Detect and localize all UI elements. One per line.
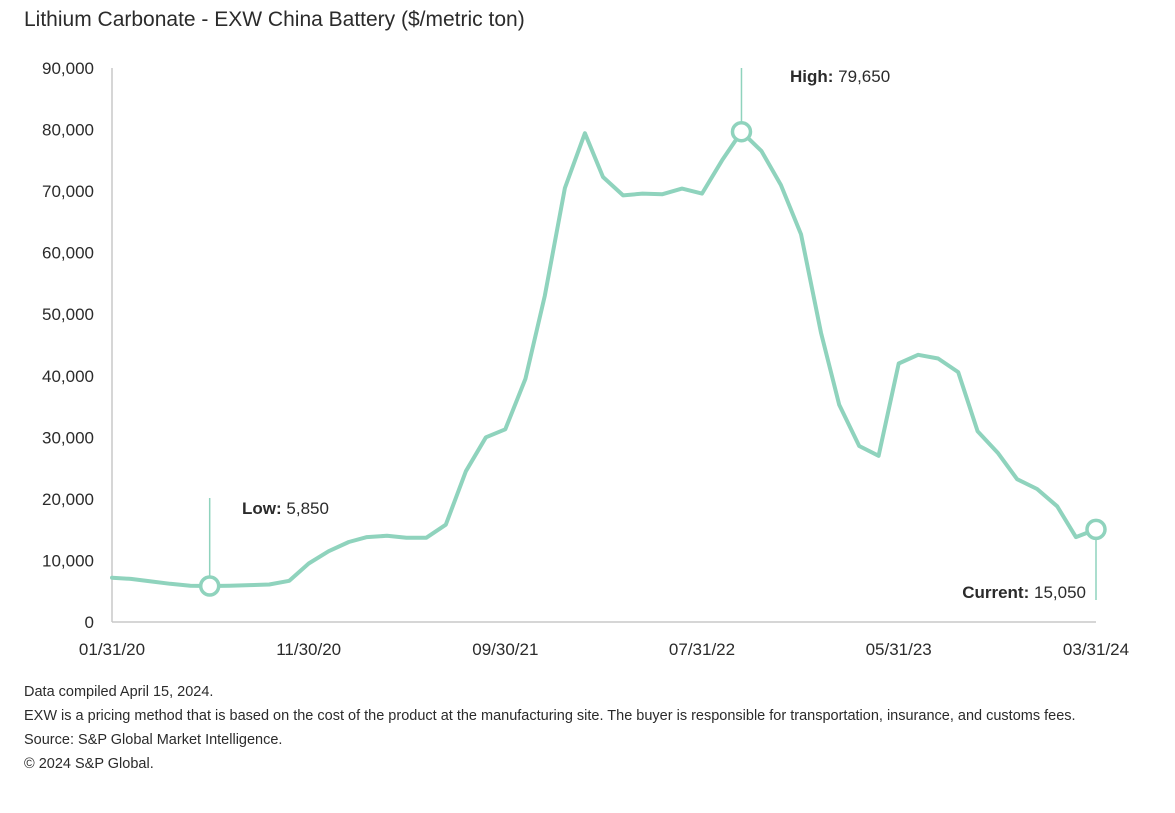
current-point-marker	[1085, 518, 1107, 541]
y-tick-label: 70,000	[42, 182, 94, 201]
annotations-group: Low: 5,850 High: 79,650 Current: 15,050	[198, 67, 1107, 602]
y-tick-label: 20,000	[42, 490, 94, 509]
x-tick-label: 01/31/20	[79, 640, 145, 659]
current-annotation: Current: 15,050	[962, 583, 1086, 602]
x-tick-label: 05/31/23	[866, 640, 932, 659]
low-annotation-label: Low:	[242, 499, 282, 518]
y-tick-label: 30,000	[42, 428, 94, 447]
low-point-marker	[198, 575, 221, 597]
note-source: Source: S&P Global Market Intelligence.	[24, 732, 283, 748]
high-point-marker	[730, 120, 753, 143]
note-exw-definition: EXW is a pricing method that is based on…	[24, 708, 1076, 724]
low-annotation-value: 5,850	[286, 499, 329, 518]
current-annotation-label: Current:	[962, 583, 1029, 602]
low-annotation: Low: 5,850	[242, 499, 329, 518]
x-tick-label: 03/31/24	[1063, 640, 1129, 659]
y-tick-label: 0	[85, 613, 94, 632]
high-annotation: High: 79,650	[790, 67, 890, 86]
y-tick-label: 10,000	[42, 551, 94, 570]
series-group	[110, 129, 1098, 588]
high-annotation-value: 79,650	[838, 67, 890, 86]
y-tick-label: 90,000	[42, 59, 94, 78]
lithium-price-line-chart: 0 10,000 20,000 30,000 40,000 50,000 60,000 70,…	[42, 59, 1129, 659]
y-tick-label: 40,000	[42, 367, 94, 386]
y-tick-label: 80,000	[42, 121, 94, 140]
y-tick-label: 60,000	[42, 244, 94, 263]
chart-footnotes: Data compiled April 15, 2024. EXW is a p…	[24, 683, 1144, 779]
x-tick-label: 11/30/20	[276, 640, 341, 659]
current-annotation-value: 15,050	[1034, 583, 1086, 602]
chart-subtitle: Lithium Carbonate - EXW China Battery ($…	[24, 8, 525, 31]
y-axis: 0 10,000 20,000 30,000 40,000 50,000 60,000 70,…	[42, 59, 113, 632]
high-annotation-label: High:	[790, 67, 833, 86]
x-tick-label: 09/30/21	[472, 640, 538, 659]
x-axis: 01/31/20 11/30/20 09/30/21 07/31/22 05/31/23…	[79, 621, 1129, 659]
series-line	[110, 129, 1098, 588]
x-tick-label: 07/31/22	[669, 640, 735, 659]
note-data-compiled: Data compiled April 15, 2024.	[24, 684, 214, 700]
y-tick-label: 50,000	[42, 305, 94, 324]
note-copyright: © 2024 S&P Global.	[24, 756, 154, 772]
